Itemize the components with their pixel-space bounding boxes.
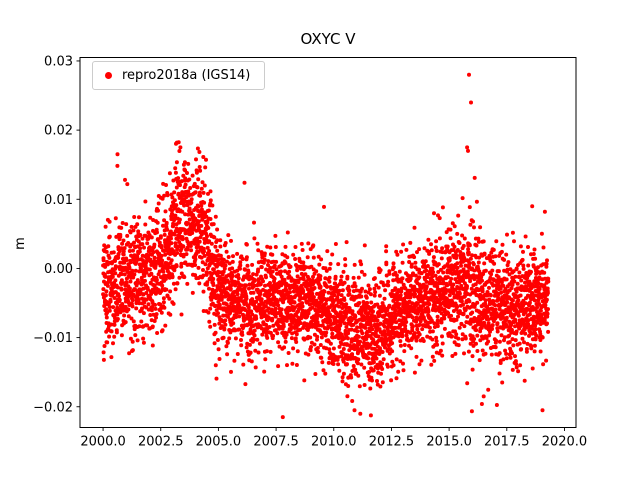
x-tick-label: 2017.5: [484, 435, 530, 450]
x-tick-label: 2007.5: [253, 435, 299, 450]
y-tick-label: 0.02: [44, 124, 73, 139]
x-tick-label: 2005.0: [196, 435, 242, 450]
y-tick-label: −0.02: [33, 400, 73, 415]
y-tick-label: −0.01: [33, 331, 73, 346]
y-axis: −0.02 −0.01 0.00 0.01 0.02 0.03: [33, 54, 80, 415]
y-tick-label: 0.00: [44, 262, 73, 277]
chart-title: OXYC V: [300, 30, 356, 48]
scatter-series: [101, 72, 551, 420]
y-tick-label: 0.01: [44, 193, 73, 208]
x-axis: 2000.0 2002.5 2005.0 2007.5 2010.0 2012.5 2015…: [80, 427, 588, 450]
x-tick-label: 2000.0: [80, 435, 126, 450]
x-tick-label: 2020.0: [542, 435, 588, 450]
axes-spines: [79, 57, 577, 428]
x-tick-label: 2010.0: [311, 435, 357, 450]
legend-label: repro2018a (IGS14): [122, 68, 251, 83]
x-tick-label: 2012.5: [369, 435, 415, 450]
legend: repro2018a (IGS14): [92, 61, 266, 90]
x-tick-label: 2015.0: [426, 435, 472, 450]
legend-marker-icon: [105, 72, 112, 79]
y-tick-label: 0.03: [44, 54, 73, 69]
x-tick-label: 2002.5: [138, 435, 184, 450]
